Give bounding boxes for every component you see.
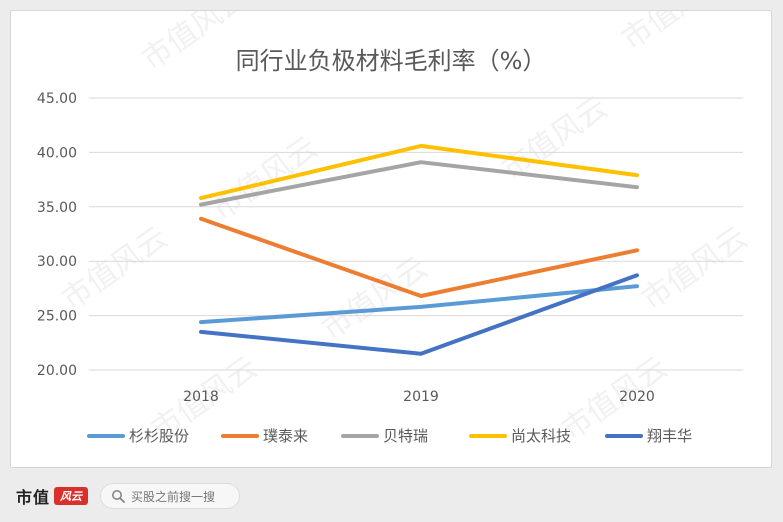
x-axis-ticks: 2018 2019 2020 — [183, 389, 655, 405]
series-line-0 — [199, 284, 639, 325]
series-line-3 — [199, 143, 639, 201]
search-placeholder: 买股之前搜一搜 — [131, 489, 216, 504]
brand-logo-text: 市值 — [16, 488, 51, 507]
series-line-2 — [199, 160, 639, 207]
watermark-text: 市值风云 — [616, 11, 734, 58]
y-tick-label: 25.00 — [37, 309, 77, 325]
legend-item: 翔丰华 — [605, 427, 692, 445]
footer-bar: 市值 风云 买股之前搜一搜 — [0, 472, 783, 522]
x-tick-label: 2018 — [183, 389, 219, 405]
y-tick-label: 35.00 — [37, 200, 77, 216]
x-tick-label: 2020 — [619, 389, 655, 405]
y-tick-label: 20.00 — [37, 363, 77, 379]
legend: 杉杉股份 璞泰来 贝特瑞 尚太科技 翔丰华 — [87, 427, 692, 445]
legend-item: 璞泰来 — [221, 427, 308, 445]
legend-item: 贝特瑞 — [341, 427, 428, 445]
series-line-1 — [199, 216, 639, 298]
search-input[interactable]: 买股之前搜一搜 — [100, 483, 240, 509]
series-line-4 — [199, 273, 639, 356]
y-tick-label: 30.00 — [37, 254, 77, 270]
watermark-text: 市值风云 — [206, 130, 324, 227]
brand-logo[interactable]: 市值 风云 — [16, 484, 89, 508]
chart-title: 同行业负极材料毛利率（%） — [236, 47, 547, 75]
watermark-text: 市值风云 — [636, 220, 754, 317]
legend-item: 杉杉股份 — [87, 427, 189, 445]
y-tick-label: 40.00 — [37, 145, 77, 161]
series-lines — [199, 143, 639, 356]
y-tick-label: 45.00 — [37, 91, 77, 107]
line-chart: 市值风云市值风云市值风云市值风云市值风云市值风云市值风云市值风云市值风云 同行业… — [37, 11, 754, 448]
y-axis-ticks: 20.00 25.00 30.00 35.00 40.00 45.00 — [37, 91, 77, 379]
legend-item: 尚太科技 — [469, 427, 571, 445]
brand-logo-mark: 风云 — [54, 487, 89, 505]
legend-label: 翔丰华 — [647, 427, 692, 445]
gridlines — [89, 97, 743, 371]
legend-label: 璞泰来 — [263, 427, 308, 445]
x-tick-label: 2019 — [403, 389, 439, 405]
watermark-layer: 市值风云市值风云市值风云市值风云市值风云市值风云市值风云市值风云市值风云 — [56, 11, 754, 448]
chart-card: 市值风云市值风云市值风云市值风云市值风云市值风云市值风云市值风云市值风云 同行业… — [10, 10, 772, 468]
legend-label: 贝特瑞 — [383, 427, 428, 445]
search-icon — [112, 490, 125, 503]
legend-label: 杉杉股份 — [129, 427, 189, 445]
legend-label: 尚太科技 — [511, 427, 571, 445]
